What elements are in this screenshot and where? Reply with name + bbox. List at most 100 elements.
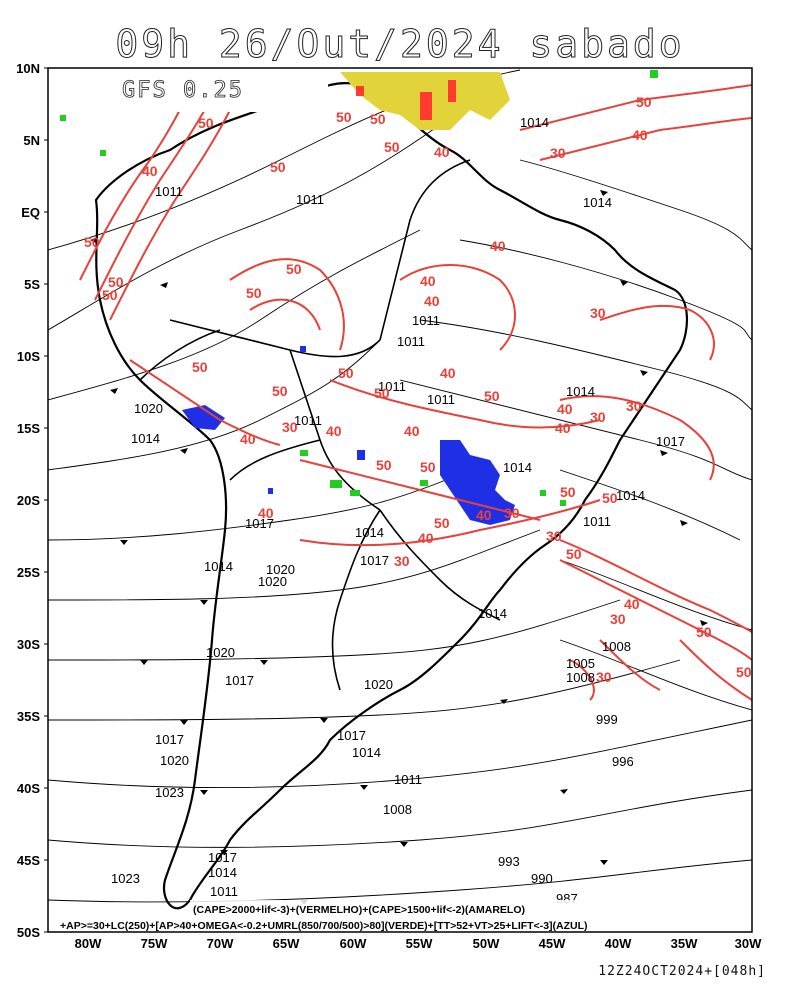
lat-label: 25S: [17, 565, 40, 580]
svg-text:40: 40: [142, 163, 158, 179]
lon-label: 65W: [273, 936, 300, 951]
svg-text:1020: 1020: [258, 574, 287, 589]
lat-label: 5N: [23, 133, 40, 148]
svg-text:1014: 1014: [355, 525, 384, 540]
lon-label: 45W: [539, 936, 566, 951]
svg-text:1020: 1020: [206, 645, 235, 660]
svg-text:40: 40: [326, 423, 342, 439]
svg-text:1023: 1023: [155, 785, 184, 800]
svg-text:1020: 1020: [160, 753, 189, 768]
svg-text:50: 50: [272, 383, 288, 399]
svg-text:30: 30: [596, 669, 612, 685]
svg-text:1017: 1017: [208, 850, 237, 865]
svg-text:50: 50: [370, 111, 386, 127]
lon-label: 30W: [735, 936, 762, 951]
svg-text:40: 40: [420, 273, 436, 289]
svg-text:50: 50: [484, 388, 500, 404]
svg-text:50: 50: [384, 139, 400, 155]
svg-text:1008: 1008: [602, 639, 631, 654]
svg-text:50: 50: [102, 287, 118, 303]
svg-text:50: 50: [636, 94, 652, 110]
svg-text:1011: 1011: [210, 884, 238, 899]
svg-text:50: 50: [560, 484, 576, 500]
svg-text:40: 40: [557, 401, 573, 417]
model-label: GFS 0.25: [122, 78, 244, 104]
svg-text:30: 30: [546, 528, 562, 544]
lon-label: 35W: [671, 936, 698, 951]
coastlines: [94, 82, 689, 910]
lon-label: 50W: [473, 936, 500, 951]
svg-text:1011: 1011: [155, 184, 183, 199]
svg-text:1011: 1011: [412, 313, 440, 328]
lat-label: 30S: [17, 637, 40, 652]
svg-text:1011: 1011: [583, 514, 611, 529]
svg-text:30: 30: [550, 145, 566, 161]
svg-text:40: 40: [624, 596, 640, 612]
svg-text:1020: 1020: [266, 562, 295, 577]
lat-label: EQ: [21, 205, 40, 220]
svg-text:1011: 1011: [296, 192, 324, 207]
svg-text:30: 30: [282, 419, 298, 435]
svg-text:30: 30: [626, 398, 642, 414]
svg-text:50: 50: [270, 159, 286, 175]
svg-text:50: 50: [420, 459, 436, 475]
lat-label: 10N: [16, 61, 40, 76]
lon-label: 80W: [75, 936, 102, 951]
svg-text:1014: 1014: [204, 559, 233, 574]
lat-label: 5S: [24, 277, 40, 292]
svg-text:50: 50: [736, 664, 752, 680]
svg-text:993: 993: [498, 854, 520, 869]
svg-text:1020: 1020: [134, 401, 163, 416]
svg-text:50: 50: [374, 385, 390, 401]
svg-text:1014: 1014: [520, 115, 549, 130]
svg-text:50: 50: [84, 234, 100, 250]
model-label-box: [50, 70, 328, 112]
svg-text:50: 50: [602, 490, 618, 506]
svg-text:50: 50: [336, 109, 352, 125]
legend-line-2: +AP>=30+LC(250)+[AP>40+OMEGA<-0.2+UMRL(8…: [60, 920, 588, 932]
run-timestamp: 12Z24OCT2024+[048h]: [598, 964, 766, 979]
svg-text:996: 996: [612, 754, 634, 769]
svg-text:30: 30: [590, 409, 606, 425]
svg-text:40: 40: [440, 365, 456, 381]
map-title: 09h 26/Out/2024 sabado: [115, 22, 685, 67]
lat-label: 20S: [17, 493, 40, 508]
svg-text:1017: 1017: [656, 434, 685, 449]
svg-text:1008: 1008: [383, 802, 412, 817]
svg-text:40: 40: [476, 507, 492, 523]
svg-text:50: 50: [286, 261, 302, 277]
svg-text:1011: 1011: [427, 392, 455, 407]
lon-label: 40W: [605, 936, 632, 951]
svg-text:1014: 1014: [566, 384, 595, 399]
svg-text:30: 30: [610, 611, 626, 627]
svg-text:1014: 1014: [503, 460, 532, 475]
svg-text:50: 50: [434, 515, 450, 531]
svg-text:40: 40: [404, 423, 420, 439]
legend: (CAPE>2000+lif<-3)+(VERMELHO)+(CAPE>1500…: [56, 900, 752, 932]
svg-text:1017: 1017: [225, 673, 254, 688]
lat-label: 50S: [17, 925, 40, 940]
svg-text:1014: 1014: [583, 195, 612, 210]
latitude-labels: 10N 5N EQ 5S 10S 15S 20S 25S 30S 35S 40S…: [16, 61, 48, 940]
lat-label: 15S: [17, 421, 40, 436]
isotach-labels: 50 50 50 50 40 30 40 50 40 50 50 30 50 4…: [84, 94, 752, 685]
svg-text:999: 999: [596, 712, 618, 727]
lat-label: 35S: [17, 709, 40, 724]
svg-text:40: 40: [434, 144, 450, 160]
svg-text:1014: 1014: [352, 745, 381, 760]
longitude-labels: 80W 75W 70W 65W 60W 55W 50W 45W 40W 35W …: [75, 936, 762, 951]
svg-text:990: 990: [531, 871, 553, 886]
svg-text:1014: 1014: [616, 488, 645, 503]
svg-text:30: 30: [394, 553, 410, 569]
svg-text:1014: 1014: [131, 431, 160, 446]
lon-label: 55W: [406, 936, 433, 951]
svg-text:40: 40: [258, 505, 274, 521]
svg-text:50: 50: [696, 624, 712, 640]
svg-text:40: 40: [424, 293, 440, 309]
humidity-green: [60, 70, 658, 506]
lon-label: 60W: [340, 936, 367, 951]
svg-text:1020: 1020: [364, 677, 393, 692]
svg-text:1017: 1017: [337, 728, 366, 743]
svg-text:50: 50: [108, 274, 124, 290]
